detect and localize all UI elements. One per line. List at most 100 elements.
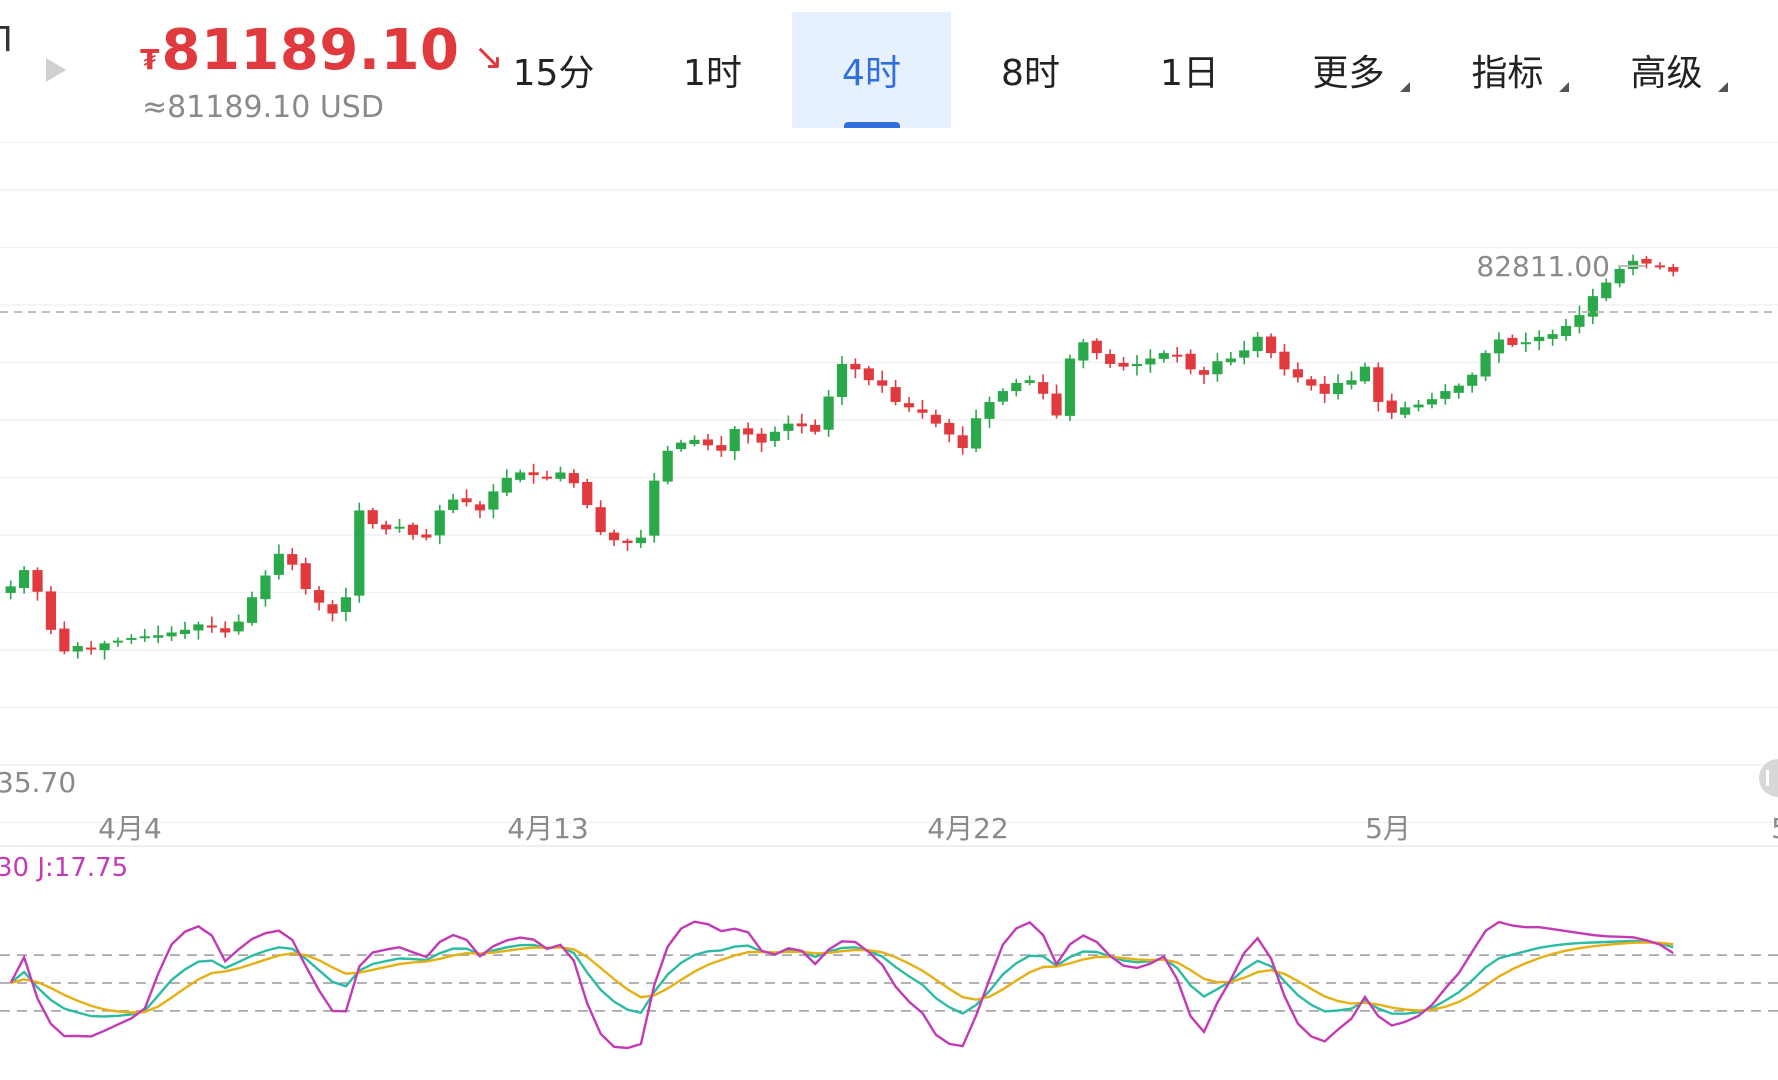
candle-down [381,524,392,530]
candle-down [1265,336,1277,354]
candle-up [139,636,150,639]
tab-label: 高级 [1630,53,1703,94]
candle-up [1534,336,1545,342]
candle-up [1011,382,1022,392]
kdj-line-j [9,920,1674,1050]
candle-up [99,643,110,651]
candle-up [689,439,700,444]
kdj-legend: 30 J:17.75 [0,853,128,883]
candle-up [970,418,982,449]
candle-down [622,540,633,543]
scroll-handle[interactable] [1759,759,1778,797]
tab-15min[interactable]: 15分 [474,12,633,128]
candle-down [541,476,553,479]
candle-down [220,628,231,633]
scroll-handle-grip [1766,770,1769,786]
play-icon[interactable] [46,58,66,82]
x-tick-label: 4月13 [507,812,588,845]
candle-down [1038,382,1049,394]
candle-down [1641,258,1652,264]
candle-up [166,632,177,637]
candle-up [649,480,660,536]
candle-up [662,450,673,482]
candle-up [823,396,834,430]
tab-advanced[interactable]: 高级 [1587,12,1746,128]
max-price-label: 82811.00 [1476,250,1610,283]
candle-down [582,482,593,505]
kdj-lines [9,920,1674,1050]
candle-down [1105,354,1116,364]
candle-up [72,646,83,652]
candle-up [769,431,781,441]
candle-up [1413,404,1424,408]
top-toolbar: ᒣ ₮ 81189.10 ↘ ≈81189.10 USD 15分 1时 4时 8… [0,0,1778,143]
candle-up [1480,353,1491,377]
candle-up [1601,282,1612,299]
tab-indicators[interactable]: 指标 [1428,12,1587,128]
interval-tabs: 15分 1时 4时 8时 1日 更多 指标 高级 [474,12,1746,128]
candle-up [246,597,258,623]
candle-up [1440,391,1451,399]
candle-down [957,435,968,449]
candle-down [287,554,298,565]
down-right-arrow-icon: ↘ [473,37,504,78]
tab-label: 8时 [1001,53,1060,94]
candle-up [1078,342,1089,361]
candle-up [1024,380,1035,383]
tab-more[interactable]: 更多 [1269,12,1428,128]
tab-8h[interactable]: 8时 [951,12,1110,128]
tab-label: 指标 [1471,53,1544,94]
candle-up [1614,268,1625,284]
candle-down [1185,353,1196,370]
candle-down [877,380,888,386]
candle-up [1574,315,1585,327]
candle-down [1507,337,1518,345]
tab-label: 1日 [1160,53,1219,94]
candle-down [45,591,57,630]
candle-down [1198,370,1210,375]
tab-label: 15分 [512,53,595,94]
tab-label: 4时 [842,53,901,94]
candle-up [1131,363,1143,367]
candle-up [1212,361,1223,375]
dropdown-corner-icon [1718,82,1728,92]
candle-up [1493,339,1505,354]
back-icon[interactable]: ᒣ [0,20,13,60]
candle-up [1587,296,1598,317]
dropdown-corner-icon [1400,82,1410,92]
candle-up [1252,336,1263,352]
x-tick-label: 4月22 [927,812,1008,845]
candle-down [1051,393,1062,416]
candle-down [1668,267,1679,272]
candle-up [273,553,284,575]
candle-down [903,403,915,408]
currency-symbol: ₮ [140,43,160,76]
candle-down [300,563,311,590]
candle-down [86,647,97,650]
candle-up [1400,407,1411,415]
tab-label: 更多 [1312,53,1385,94]
tab-4h[interactable]: 4时 [792,12,951,128]
x-tick-label: 5月 [1365,812,1411,845]
candle-down [930,414,941,424]
tab-1d[interactable]: 1日 [1110,12,1269,128]
candle-down [1279,351,1290,370]
candle-up [1627,260,1639,270]
candle-up [193,624,204,631]
candle-up [635,537,646,544]
candle-up [836,363,848,397]
tab-1h[interactable]: 1时 [633,12,792,128]
candle-down [608,532,620,541]
x-axis-labels: 4月4 4月13 4月22 5月 5 [98,812,1778,845]
candle-up [1145,358,1156,365]
candle-up [1346,380,1357,385]
dropdown-corner-icon [1559,82,1569,92]
candle-up [233,621,244,632]
chart-grid [0,189,1778,824]
candle-up [153,635,164,638]
candle-down [407,524,419,535]
candle-down [528,472,539,476]
candle-up [354,510,365,596]
candle-down [59,628,70,652]
